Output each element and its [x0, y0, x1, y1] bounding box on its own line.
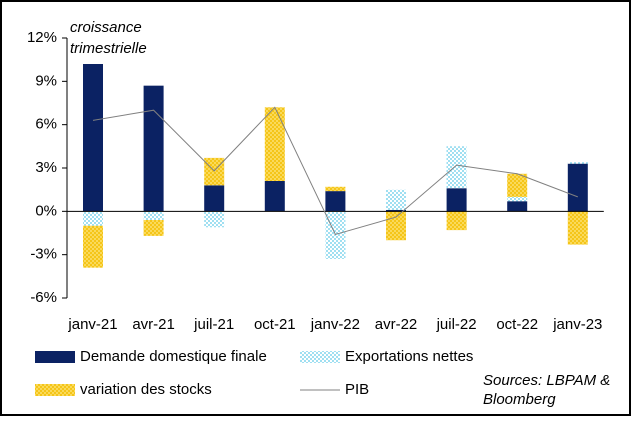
bar: [386, 211, 406, 241]
bar: [567, 162, 588, 164]
annotation: trimestrielle: [70, 40, 147, 57]
legend-label: variation des stocks: [80, 381, 212, 398]
bar: [143, 211, 164, 220]
y-tick-label: -6%: [30, 289, 57, 306]
annotation: croissance: [70, 19, 142, 36]
source: Bloomberg: [483, 391, 556, 408]
y-tick-label: 0%: [35, 202, 57, 219]
bar: [83, 211, 103, 226]
bar: [143, 85, 164, 212]
x-tick-label: avr-21: [132, 316, 175, 333]
legend-label: PIB: [345, 381, 369, 398]
bar: [264, 181, 285, 212]
y-tick-label: 9%: [35, 72, 57, 89]
bar: [325, 211, 346, 259]
y-tick-label: 3%: [35, 159, 57, 176]
x-tick-label: janv-21: [67, 316, 117, 333]
x-tick-label: janv-22: [310, 316, 360, 333]
source: Sources: LBPAM &: [483, 372, 610, 389]
bar: [204, 211, 225, 228]
bar: [507, 201, 528, 212]
legend-label: Demande domestique finale: [80, 348, 267, 365]
bar: [507, 196, 528, 202]
y-tick-label: 12%: [27, 29, 57, 46]
bar: [264, 107, 285, 181]
legend-swatch: [35, 351, 75, 363]
bar: [386, 189, 406, 210]
bar: [567, 211, 588, 245]
y-tick-label: -3%: [30, 246, 57, 263]
x-tick-label: janv-23: [552, 316, 602, 333]
legend-swatch: [35, 384, 75, 396]
x-tick-label: oct-22: [496, 316, 538, 333]
bar: [446, 146, 467, 189]
bar: [567, 163, 588, 212]
line: [92, 106, 578, 236]
bar: [446, 188, 467, 212]
legend-label: Exportations nettes: [345, 348, 473, 365]
bar: [204, 185, 225, 212]
bar: [325, 191, 346, 212]
x-tick-label: avr-22: [375, 316, 418, 333]
bar: [143, 220, 164, 236]
bar: [83, 225, 103, 268]
legend-swatch: [300, 351, 340, 363]
bar: [386, 209, 406, 212]
bar: [446, 211, 467, 231]
bar: [83, 64, 103, 212]
bar: [325, 186, 346, 192]
x-tick-label: juil-22: [436, 316, 477, 333]
bar: [204, 157, 225, 186]
bar: [507, 173, 528, 197]
y-tick-label: 6%: [35, 116, 57, 133]
x-tick-label: juil-21: [193, 316, 234, 333]
x-tick-label: oct-21: [254, 316, 296, 333]
